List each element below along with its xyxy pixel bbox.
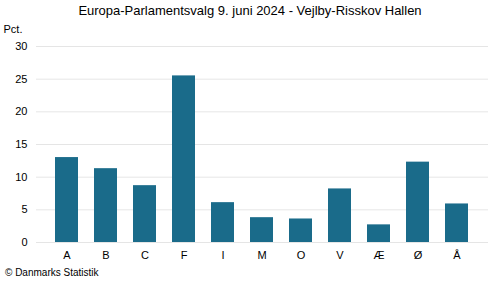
svg-text:Pct.: Pct.: [4, 23, 23, 35]
svg-text:O: O: [297, 249, 306, 261]
svg-text:30: 30: [15, 40, 27, 52]
svg-text:Å: Å: [453, 249, 461, 261]
svg-text:10: 10: [15, 171, 27, 183]
svg-text:20: 20: [15, 105, 27, 117]
html-text:Europa-Parlamentsvalg 9. juni: Europa-Parlamentsvalg 9. juni 2024 - Vej…: [78, 3, 422, 18]
svg-text:M: M: [257, 249, 266, 261]
svg-text:V: V: [336, 249, 344, 261]
svg-text:B: B: [102, 249, 109, 261]
svg-text:A: A: [63, 249, 71, 261]
svg-text:Æ: Æ: [374, 249, 385, 261]
svg-text:25: 25: [15, 73, 27, 85]
svg-text:F: F: [181, 249, 188, 261]
svg-text:I: I: [221, 249, 224, 261]
svg-text:5: 5: [21, 203, 27, 215]
svg-text:0: 0: [21, 236, 27, 248]
svg-text:Ø: Ø: [414, 249, 423, 261]
svg-text:15: 15: [15, 138, 27, 150]
html-text:© Danmarks Statistik: © Danmarks Statistik: [5, 267, 99, 278]
svg-text:C: C: [141, 249, 149, 261]
